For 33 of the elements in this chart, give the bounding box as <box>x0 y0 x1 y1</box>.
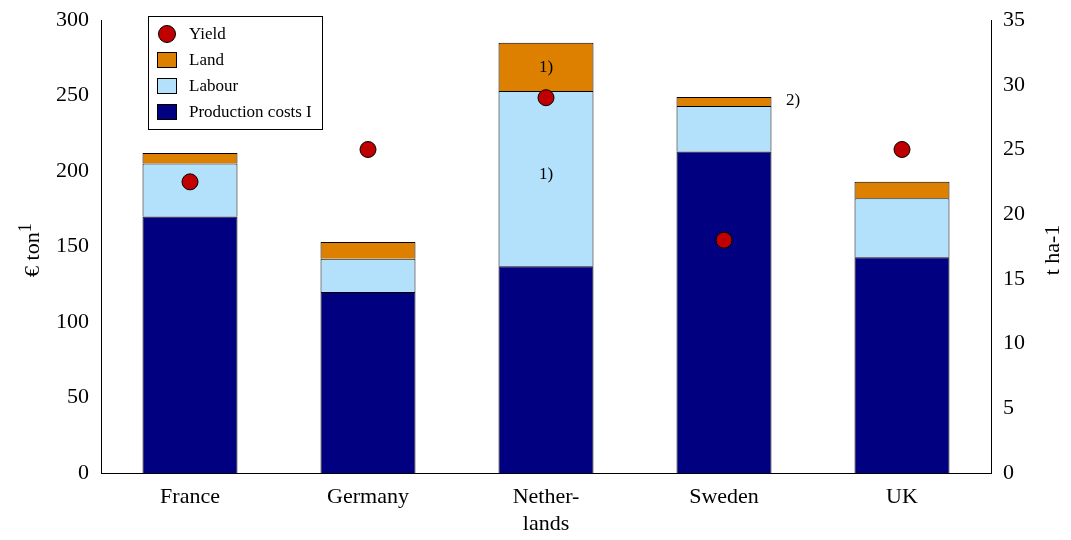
point <box>181 173 199 191</box>
point <box>537 89 555 107</box>
x-tick-label: Sweden <box>689 483 759 509</box>
point <box>715 231 733 249</box>
legend-label: Yield <box>189 23 226 45</box>
y-tick-label: 150 <box>56 232 89 258</box>
y2-tick-label: 35 <box>1003 5 1025 31</box>
annotation: 2) <box>786 90 801 110</box>
point <box>893 140 911 158</box>
y2-tick-label: 25 <box>1003 135 1025 161</box>
y2-tick-label: 20 <box>1003 200 1025 226</box>
y-tick-label: 300 <box>56 5 89 31</box>
x-tick-label: Nether- lands <box>512 483 580 535</box>
y2-tick-label: 30 <box>1003 70 1025 96</box>
y-tick-label: 200 <box>56 156 89 182</box>
y2-tick-label: 5 <box>1003 394 1014 420</box>
y-tick-label: 50 <box>67 383 89 409</box>
legend-label: Labour <box>189 75 239 97</box>
annotation: 1) <box>538 57 554 77</box>
x-tick-label: Germany <box>327 483 409 509</box>
y2-tick-label: 15 <box>1003 264 1025 290</box>
x-tick-label: France <box>160 483 220 509</box>
y-tick-label: 100 <box>56 307 89 333</box>
legend-label: Production costs I <box>189 101 312 123</box>
y2-tick-label: 0 <box>1003 458 1014 484</box>
legend-label: Land <box>189 49 224 71</box>
y-tick-label: 250 <box>56 81 89 107</box>
y-tick-label: 0 <box>78 458 89 484</box>
point <box>359 140 377 158</box>
x-tick-label: UK <box>886 483 918 509</box>
annotation: 1) <box>538 164 554 184</box>
y2-tick-label: 10 <box>1003 329 1025 355</box>
y2-axis-title: t ha-1 <box>1039 224 1065 276</box>
